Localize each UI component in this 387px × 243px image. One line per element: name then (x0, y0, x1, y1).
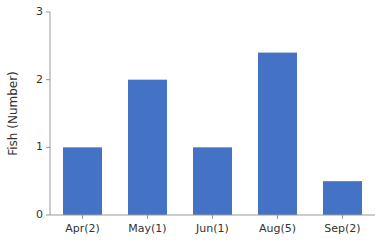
y-tick (46, 12, 50, 13)
axes: 0 1 2 3 Apr(2) May(1) Jun(1) Aug(5) Sep(2) (36, 5, 375, 235)
x-tick-label: Sep(2) (324, 222, 360, 235)
y-tick-label: 1 (36, 140, 43, 153)
x-tick (147, 215, 148, 219)
y-tick-label: 0 (36, 208, 43, 221)
y-tick-label: 2 (36, 73, 43, 86)
y-tick (46, 215, 50, 216)
y-tick (46, 79, 50, 80)
x-tick-label: Jun(1) (195, 222, 229, 235)
x-tick (82, 215, 83, 219)
x-tick-label: Aug(5) (259, 222, 296, 235)
y-axis-label: Fish (Number) (6, 71, 20, 156)
y-tick-label: 3 (36, 5, 43, 18)
x-tick-label: Apr(2) (65, 222, 100, 235)
x-tick (212, 215, 213, 219)
bar (258, 53, 297, 215)
bars (63, 53, 362, 215)
bar (193, 147, 232, 215)
bar (128, 80, 167, 215)
y-axis-line (50, 12, 51, 215)
bar (323, 181, 362, 215)
x-tick (277, 215, 278, 219)
chart-svg: 0 1 2 3 Apr(2) May(1) Jun(1) Aug(5) Sep(2) Fish (… (0, 0, 387, 243)
bar (63, 147, 102, 215)
x-tick (342, 215, 343, 219)
chart-container: 0 1 2 3 Apr(2) May(1) Jun(1) Aug(5) Sep(2) Fish (… (0, 0, 387, 243)
y-tick (46, 147, 50, 148)
x-tick-label: May(1) (128, 222, 166, 235)
